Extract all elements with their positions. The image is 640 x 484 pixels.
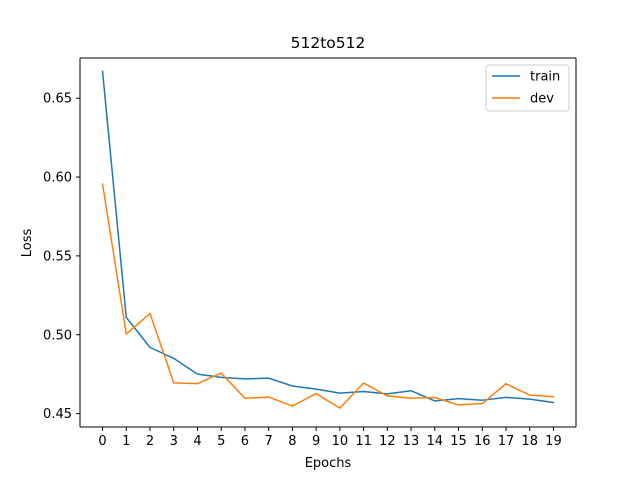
x-tick-label: 4 (193, 434, 201, 449)
legend-label-dev: dev (530, 92, 554, 107)
series-line-train (101, 70, 555, 404)
x-tick-label: 7 (265, 434, 273, 449)
x-tick-label: 18 (521, 434, 538, 449)
plot-frame (79, 57, 577, 428)
legend: train dev (485, 64, 570, 112)
x-axis-label: Epochs (305, 456, 352, 471)
x-tick-label: 11 (355, 434, 372, 449)
chart-title: 512to512 (291, 34, 366, 52)
x-tick-label: 1 (122, 434, 130, 449)
x-tick-label: 19 (545, 434, 562, 449)
x-tick-label: 14 (427, 434, 444, 449)
y-tick-label: 0.65 (43, 92, 72, 107)
x-tick-label: 5 (217, 434, 225, 449)
x-tick-label: 0 (98, 434, 106, 449)
x-tick-label: 16 (474, 434, 491, 449)
plot-area (80, 58, 576, 427)
x-tick-label: 15 (450, 434, 467, 449)
axis-ticks: 0 1 2 3 4 5 6 7 8 9 10 11 12 13 14 15 16 17 18 190.450.500.… (43, 92, 562, 449)
y-tick-label: 0.55 (43, 249, 72, 264)
x-tick-label: 6 (241, 434, 249, 449)
y-tick-label: 0.45 (43, 407, 72, 422)
x-tick-label: 3 (170, 434, 178, 449)
y-axis-label: Loss (20, 229, 35, 258)
legend-label-train: train (530, 70, 560, 85)
series-line-dev (101, 183, 555, 409)
x-tick-label: 12 (379, 434, 396, 449)
x-tick-label: 8 (288, 434, 296, 449)
x-tick-label: 2 (146, 434, 154, 449)
series-lines (101, 70, 555, 409)
x-tick-label: 9 (312, 434, 320, 449)
x-tick-label: 13 (403, 434, 420, 449)
y-tick-label: 0.50 (43, 328, 72, 343)
x-tick-label: 10 (332, 434, 349, 449)
x-tick-label: 17 (498, 434, 515, 449)
y-tick-label: 0.60 (43, 171, 72, 186)
